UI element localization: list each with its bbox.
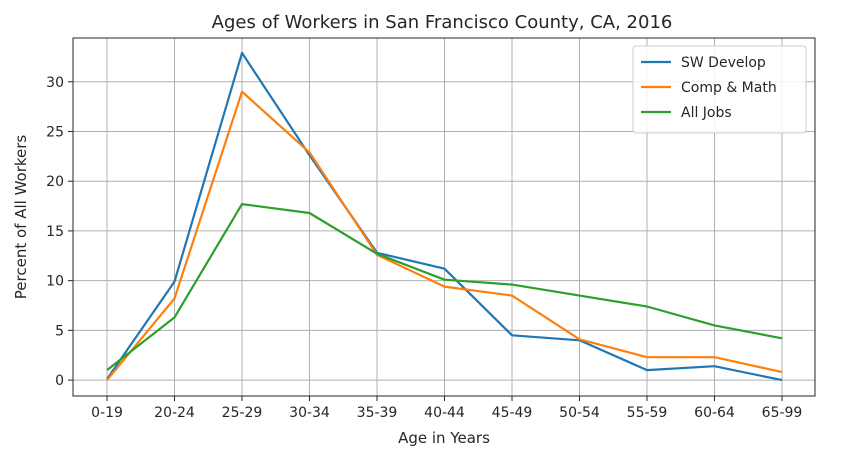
x-tick-label: 30-34 (289, 405, 330, 421)
series-line-all-jobs (106, 203, 783, 371)
y-tick-label: 15 (46, 224, 64, 240)
x-axis-label: Age in Years (398, 429, 490, 447)
y-axis-label: Percent of All Workers (12, 135, 30, 300)
y-tick-label: 0 (55, 373, 64, 389)
legend-label: All Jobs (681, 105, 732, 121)
axis-ticks: 0-19 20-24 25-29 30-34 35-39 40-44 45-49 50-54 5… (46, 75, 802, 421)
legend-label: Comp & Math (681, 80, 777, 96)
x-tick-label: 40-44 (424, 405, 465, 421)
y-tick-label: 10 (46, 274, 64, 290)
series-line-comp-math (106, 90, 783, 381)
y-tick-label: 30 (46, 75, 64, 91)
series-lines (106, 51, 783, 382)
x-tick-label: 45-49 (492, 405, 533, 421)
x-tick-label: 65-99 (762, 405, 803, 421)
chart-title: Ages of Workers in San Francisco County,… (212, 12, 673, 33)
legend-label: SW Develop (681, 55, 766, 71)
x-tick-label: 0-19 (91, 405, 123, 421)
legend: SW Develop Comp & Math All Jobs (632, 45, 807, 134)
series-line-sw-develop (106, 51, 783, 382)
x-tick-label: 25-29 (222, 405, 263, 421)
legend-box (632, 45, 807, 134)
y-tick-label: 20 (46, 174, 64, 190)
x-tick-label: 35-39 (357, 405, 398, 421)
y-tick-label: 25 (46, 124, 64, 140)
x-tick-label: 50-54 (559, 405, 600, 421)
x-tick-label: 55-59 (627, 405, 668, 421)
y-tick-label: 5 (55, 323, 64, 339)
x-tick-label: 20-24 (154, 405, 195, 421)
x-tick-label: 60-64 (694, 405, 735, 421)
